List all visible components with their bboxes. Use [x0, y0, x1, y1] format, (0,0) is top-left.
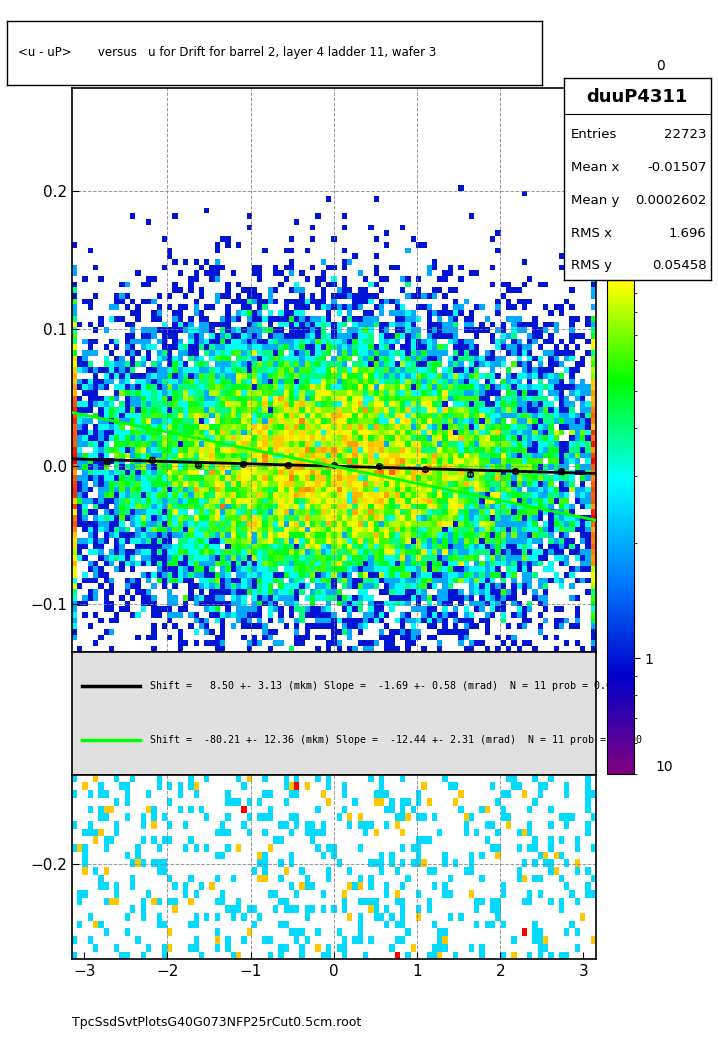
- Text: Shift =   8.50 +- 3.13 (mkm) Slope =  -1.69 +- 0.58 (mrad)  N = 11 prob = 0.000: Shift = 8.50 +- 3.13 (mkm) Slope = -1.69…: [151, 681, 625, 692]
- Text: -0.01507: -0.01507: [647, 161, 707, 174]
- Text: RMS y: RMS y: [571, 259, 612, 273]
- Text: 0: 0: [656, 59, 665, 74]
- Text: Shift =  -80.21 +- 12.36 (mkm) Slope =  -12.44 +- 2.31 (mrad)  N = 11 prob = 0.0: Shift = -80.21 +- 12.36 (mkm) Slope = -1…: [151, 735, 643, 746]
- Text: TpcSsdSvtPlotsG40G073NFP25rCut0.5cm.root: TpcSsdSvtPlotsG40G073NFP25rCut0.5cm.root: [72, 1015, 361, 1029]
- Text: Mean y: Mean y: [571, 194, 620, 206]
- Text: 22723: 22723: [664, 129, 707, 141]
- Text: 0.0002602: 0.0002602: [635, 194, 707, 206]
- Text: RMS x: RMS x: [571, 227, 612, 240]
- Text: Mean x: Mean x: [571, 161, 620, 174]
- Text: Entries: Entries: [571, 129, 617, 141]
- Text: 0.05458: 0.05458: [652, 259, 707, 273]
- Text: <u - uP>       versus   u for Drift for barrel 2, layer 4 ladder 11, wafer 3: <u - uP> versus u for Drift for barrel 2…: [18, 47, 436, 59]
- Text: 10: 10: [656, 760, 673, 774]
- Text: duuP4311: duuP4311: [587, 88, 688, 106]
- Text: 1.696: 1.696: [668, 227, 707, 240]
